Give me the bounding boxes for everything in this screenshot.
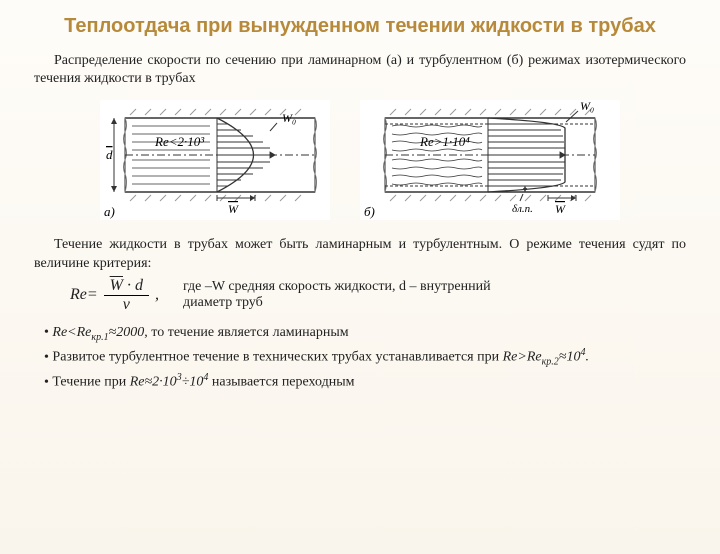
paragraph-2: Течение жидкости в трубах может быть лам…: [34, 236, 686, 272]
w0-b: W₀: [580, 100, 594, 113]
bullet-2: Развитое турбулентное течение в техничес…: [58, 346, 696, 369]
bullet-3: Течение при Re≈2·103÷104 называется пере…: [58, 371, 696, 393]
w-bar: W: [110, 277, 123, 295]
bullet-list: Re<Reкр.1≈2000, то течение является лами…: [40, 324, 696, 393]
wbar-a: W: [228, 202, 239, 216]
page-title: Теплоотдача при вынужденном течении жидк…: [40, 14, 680, 38]
d-a: d: [106, 147, 113, 162]
label-a: а): [104, 204, 115, 219]
d-symbol: d: [135, 277, 143, 295]
bullet-1: Re<Reкр.1≈2000, то течение является лами…: [58, 324, 696, 344]
subfig-b: Re>1·10⁴ W₀ δл.п. W б): [360, 100, 620, 220]
nu-symbol: ν: [117, 296, 136, 314]
wbar-b: W: [555, 202, 566, 216]
subfig-a: Re<2·10³ W₀ d W а): [100, 100, 330, 220]
figure-diagram: Re<2·10³ W₀ d W а): [0, 100, 720, 220]
re-text-b: Re>1·10⁴: [419, 134, 470, 149]
intro-paragraph: Распределение скорости по сечению при ла…: [34, 52, 686, 88]
dot: ·: [127, 277, 131, 295]
delta-b: δл.п.: [512, 203, 533, 215]
label-b: б): [364, 204, 375, 219]
comma: ,: [155, 286, 159, 304]
where-text: где –W средняя скорость жидкости, d – вн…: [183, 279, 523, 311]
re-text-a: Re<2·10³: [154, 134, 205, 149]
reynolds-formula: Re = W·d ν ,: [70, 277, 159, 314]
equals: =: [87, 286, 98, 304]
w0-a: W₀: [282, 111, 296, 125]
re-symbol: Re: [70, 286, 87, 304]
